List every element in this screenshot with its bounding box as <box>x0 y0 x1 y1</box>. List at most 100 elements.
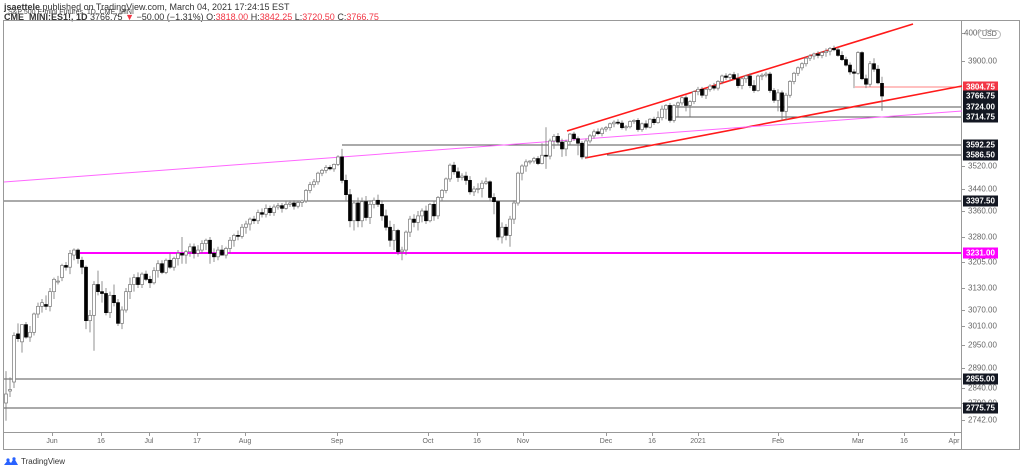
candle-body <box>240 226 244 237</box>
candle-body <box>584 140 588 158</box>
price-axis-border <box>961 20 962 450</box>
candle-body <box>396 230 400 253</box>
price-tick-label: 2742.00 <box>968 415 997 425</box>
candle-body <box>596 131 600 134</box>
candle-body <box>704 88 708 96</box>
candle-body <box>676 102 680 106</box>
time-tick <box>954 433 955 436</box>
candle-body <box>572 133 576 140</box>
candle-body <box>752 85 756 91</box>
candle-body <box>848 64 852 73</box>
time-tick-label: Oct <box>422 438 434 445</box>
time-tick-label: 2021 <box>690 438 706 445</box>
time-tick-label: Aug <box>238 438 252 445</box>
price-level-tag[interactable]: 3724.00 <box>963 101 998 113</box>
candle-body <box>296 202 300 207</box>
candle-body <box>468 180 472 193</box>
down-arrow-icon: ▼ <box>125 12 135 22</box>
candle-body <box>880 83 884 97</box>
price-tick-label: 2840.00 <box>968 383 997 393</box>
price-change: −50.00 (−1.31%) <box>136 12 204 22</box>
candle-body <box>56 280 60 283</box>
candle-body <box>808 55 812 59</box>
candle-body <box>148 278 152 284</box>
candle-body <box>724 75 728 78</box>
time-tick <box>337 433 338 436</box>
price-level-tag[interactable]: 3714.75 <box>963 111 998 123</box>
price-level-tag[interactable]: 3766.75 <box>963 90 998 102</box>
candle-body <box>624 126 628 129</box>
price-level-tag[interactable]: 3231.00 <box>963 247 998 259</box>
time-tick <box>858 433 859 436</box>
candle-body <box>768 73 772 91</box>
candle-body <box>156 263 160 272</box>
candle-body <box>120 309 124 324</box>
candle-body <box>476 188 480 190</box>
candle-body <box>764 73 768 76</box>
candle-body <box>524 161 528 167</box>
price-level-tag[interactable]: 3592.25 <box>963 139 998 151</box>
currency-badge[interactable]: USD <box>978 30 1001 39</box>
price-tick <box>962 237 965 238</box>
time-axis-border <box>3 432 961 433</box>
candle-body <box>84 266 88 322</box>
candle-body <box>264 207 268 215</box>
price-tick-label: 3130.00 <box>968 283 997 293</box>
candle-body <box>280 205 284 209</box>
candle-body <box>796 67 800 74</box>
candle-body <box>336 156 340 165</box>
time-tick-label: 16 <box>900 438 908 445</box>
candle-body <box>832 48 836 51</box>
price-tick-label: 3280.00 <box>968 232 997 242</box>
chart-frame <box>3 20 1020 450</box>
candle-body <box>672 105 676 121</box>
tradingview-brand[interactable]: TradingView <box>4 457 65 466</box>
price-level-tag[interactable]: 3397.50 <box>963 195 998 207</box>
candle-body <box>24 324 28 338</box>
chart-legend: S&P 500 E-mini Futures, 1D, CME_MINI <box>8 9 134 16</box>
price-tick <box>962 262 965 263</box>
price-level-tag[interactable]: 3586.50 <box>963 149 998 161</box>
candle-body <box>272 206 276 213</box>
candle-body <box>472 188 476 193</box>
time-tick <box>904 433 905 436</box>
candle-body <box>388 226 392 241</box>
candle-body <box>556 136 560 143</box>
candle-body <box>680 97 684 104</box>
candle-body <box>656 117 660 124</box>
price-level-tag[interactable]: 3804.75 <box>963 81 998 93</box>
candle-body <box>876 68 880 84</box>
candle-body <box>792 72 796 82</box>
high-label: H: <box>250 12 260 22</box>
candle-body <box>544 154 548 157</box>
candle-body <box>600 128 604 134</box>
candle-body <box>580 142 584 158</box>
candle-body <box>276 205 280 208</box>
price-tick-label: 3205.00 <box>968 257 997 267</box>
candle-body <box>140 273 144 285</box>
candle-body <box>228 239 232 249</box>
candle-body <box>16 333 20 340</box>
candle-body <box>736 78 740 86</box>
candle-body <box>152 270 156 284</box>
candle-body <box>536 158 540 164</box>
candle-body <box>416 215 420 223</box>
candle-body <box>516 172 520 204</box>
candle-body <box>380 203 384 217</box>
candle-body <box>688 101 692 106</box>
candle-body <box>728 74 732 78</box>
last-price: 3766.75 <box>90 12 123 22</box>
candle-body <box>72 249 76 256</box>
candle-body <box>60 265 64 278</box>
candle-body <box>392 230 396 241</box>
price-tick <box>962 288 965 289</box>
candle-body <box>436 197 440 217</box>
price-level-tag[interactable]: 2775.75 <box>963 402 998 414</box>
close-label: C: <box>337 12 347 22</box>
author-name[interactable]: jsaettele <box>4 2 41 12</box>
trendline <box>566 23 914 132</box>
candle-body <box>68 252 72 268</box>
time-tick <box>477 433 478 436</box>
price-level-tag[interactable]: 2855.00 <box>963 373 998 385</box>
